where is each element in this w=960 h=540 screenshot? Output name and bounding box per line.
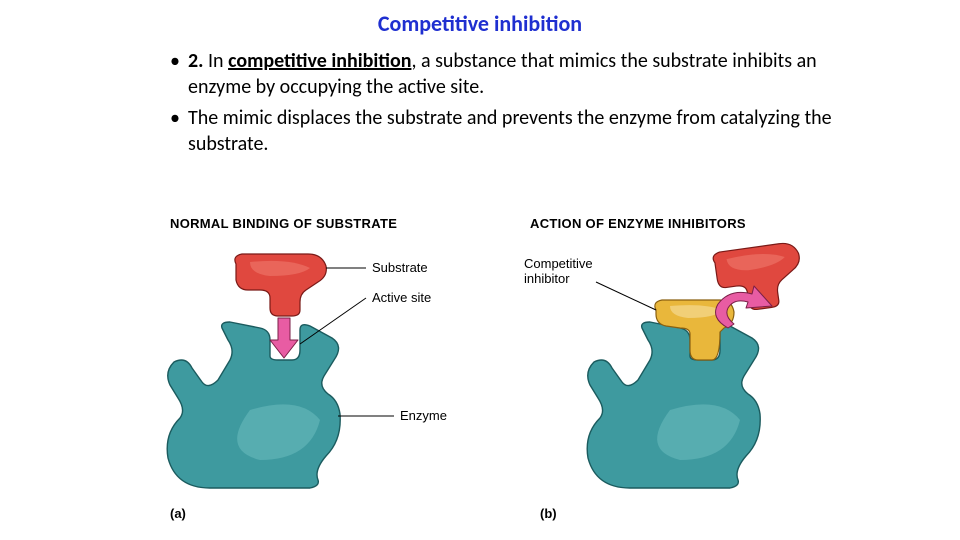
- panel-a-letter: (a): [170, 506, 186, 521]
- diagram: NORMAL BINDING OF SUBSTRATE Substrate: [150, 210, 810, 530]
- svg-text:Enzyme: Enzyme: [400, 408, 447, 423]
- arrow-down-a: [270, 318, 298, 358]
- page-title: Competitive inhibition: [0, 0, 960, 37]
- bullet-list: 2. In competitive inhibition, a substanc…: [170, 49, 840, 157]
- panel-b-heading: ACTION OF ENZYME INHIBITORS: [530, 216, 746, 231]
- svg-text:Active site: Active site: [372, 290, 431, 305]
- bullet2-text: The mimic displaces the substrate and pr…: [188, 106, 832, 156]
- label-competitive-inhibitor: Competitive inhibitor: [524, 256, 656, 310]
- svg-text:Substrate: Substrate: [372, 260, 428, 275]
- bullet1-lead-plain: In: [203, 49, 228, 73]
- bullet-item-1: 2. In competitive inhibition, a substanc…: [170, 49, 840, 100]
- svg-text:inhibitor: inhibitor: [524, 271, 570, 286]
- panel-a-heading: NORMAL BINDING OF SUBSTRATE: [170, 216, 397, 231]
- panel-b-letter: (b): [540, 506, 557, 521]
- bullet1-emph: competitive inhibition: [228, 49, 411, 73]
- label-enzyme: Enzyme: [338, 408, 447, 423]
- enzyme-a: [167, 322, 340, 488]
- bullet1-lead-bold: 2.: [188, 49, 203, 73]
- substrate-a: [235, 254, 326, 316]
- bullet-item-2: The mimic displaces the substrate and pr…: [170, 106, 840, 157]
- svg-text:Competitive: Competitive: [524, 256, 593, 271]
- label-substrate: Substrate: [326, 260, 428, 275]
- enzyme-b: [587, 322, 760, 488]
